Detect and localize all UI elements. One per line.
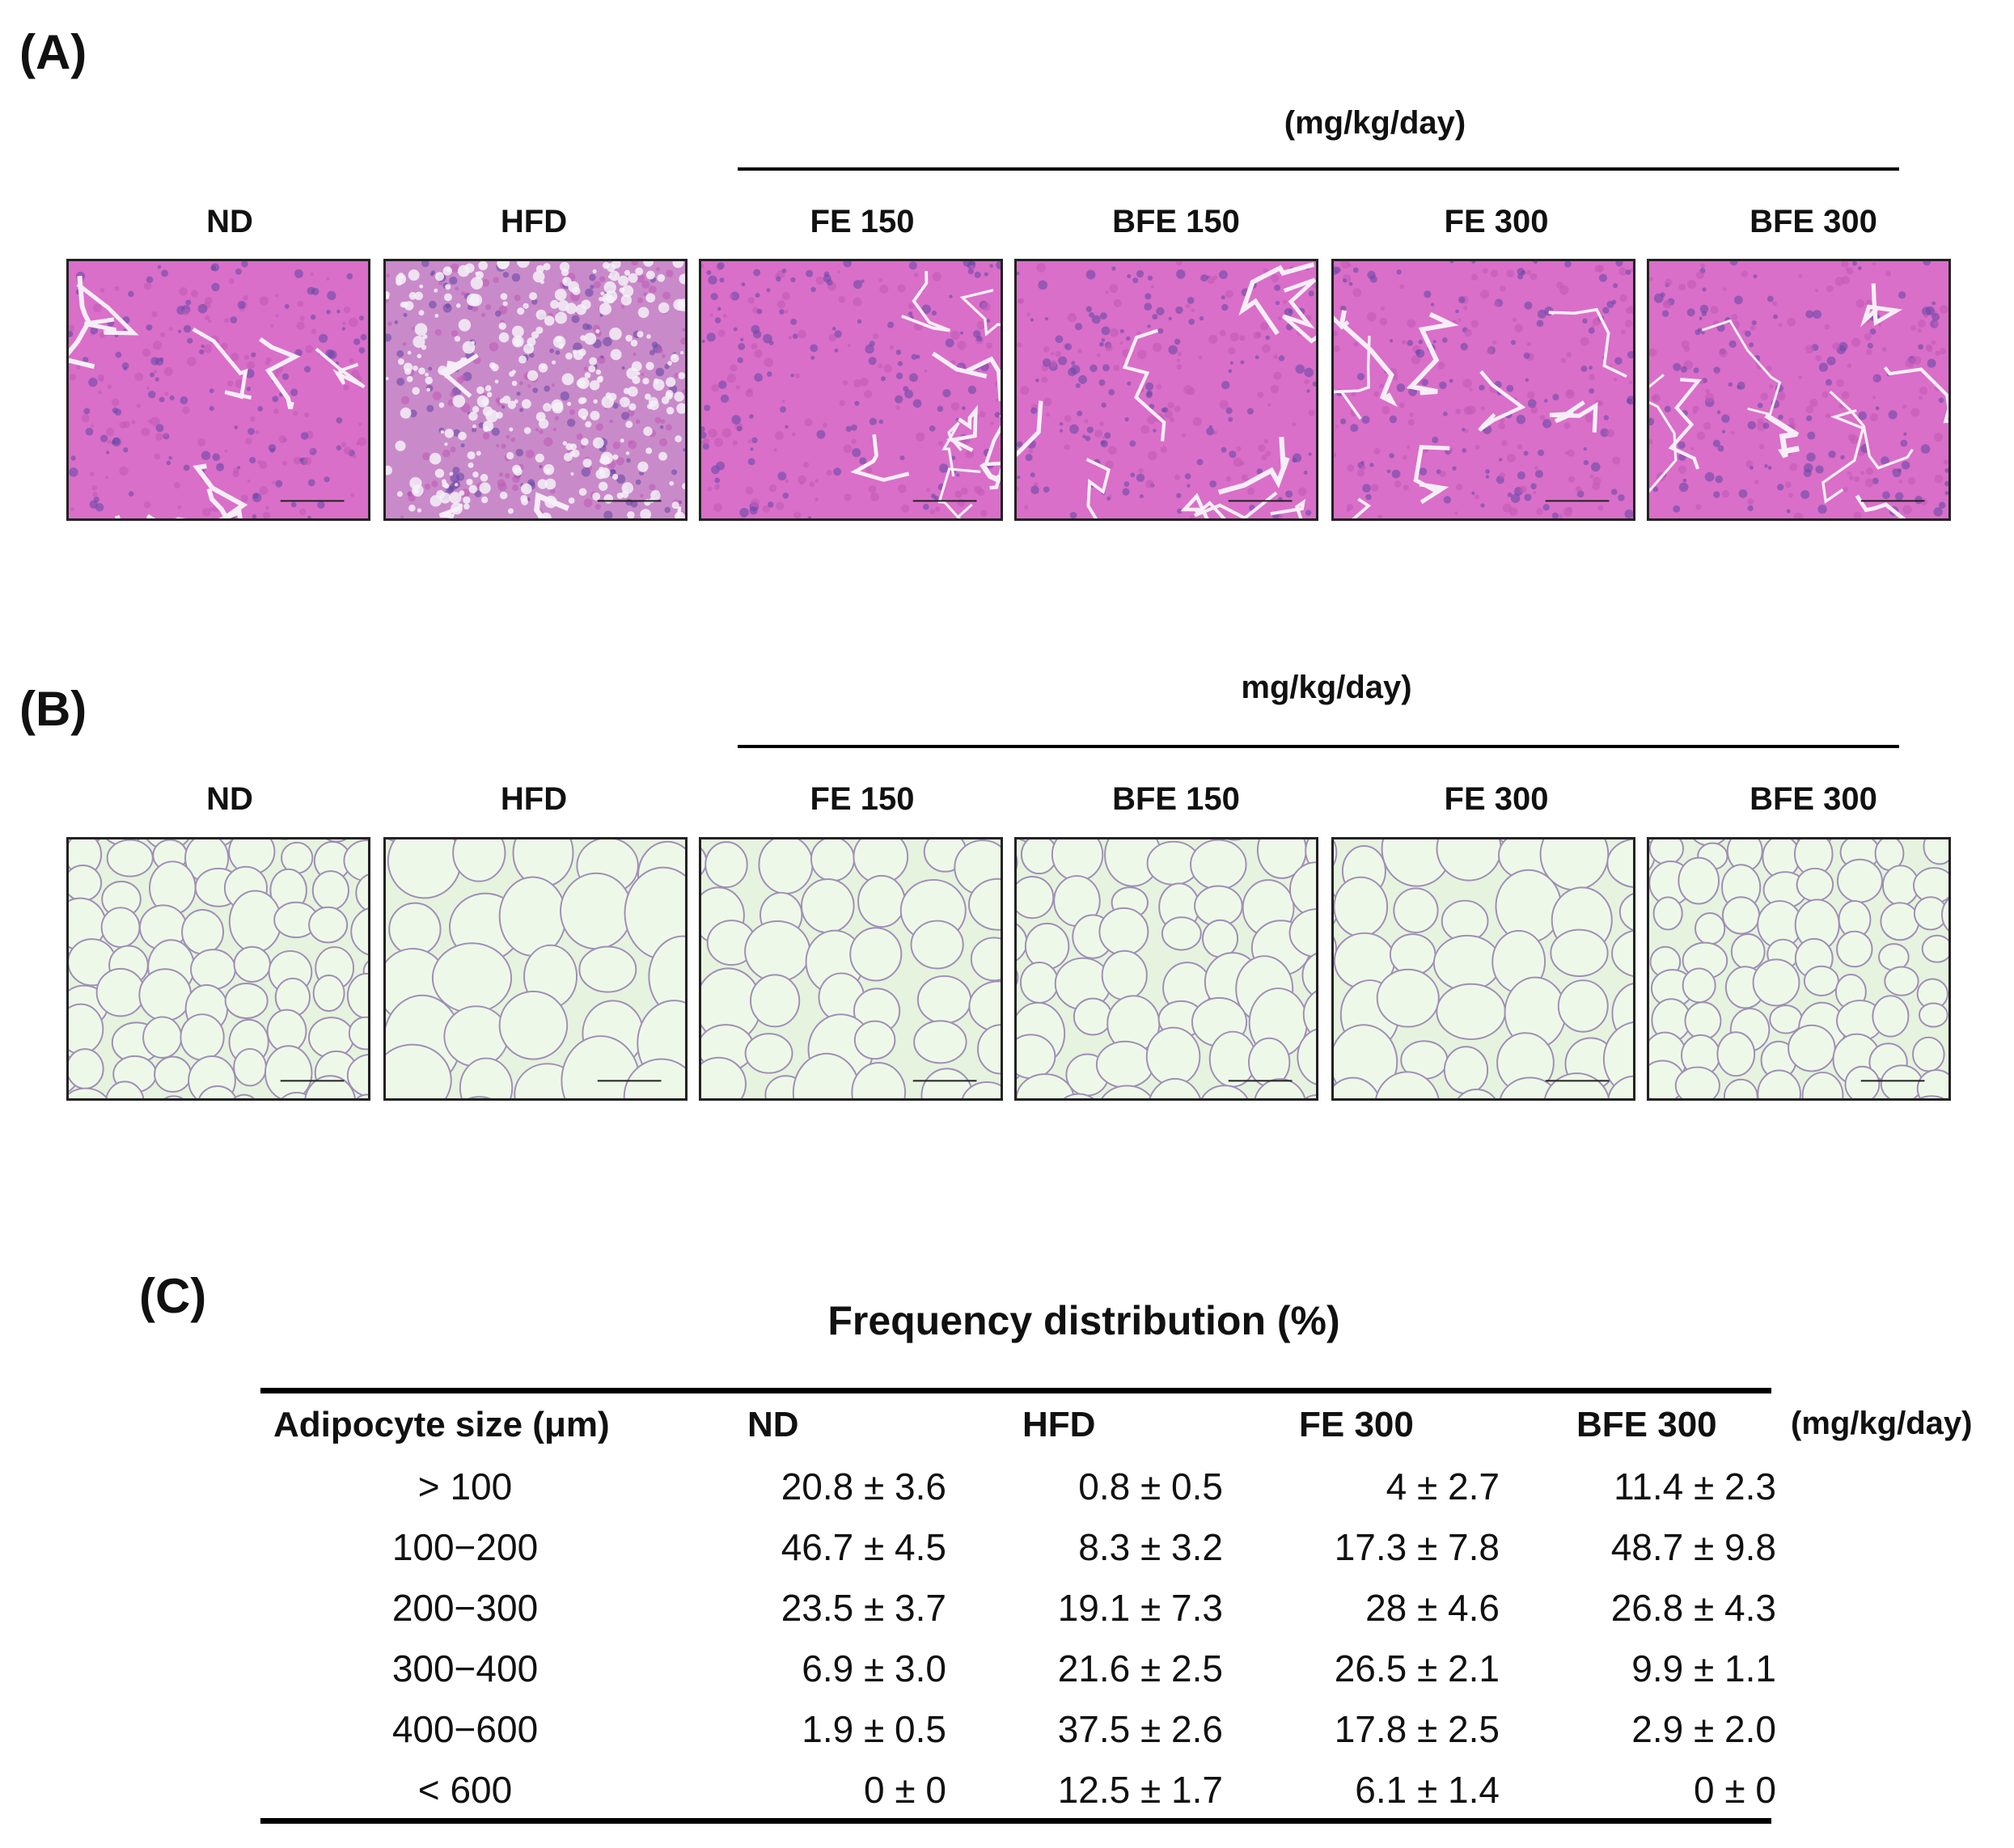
table-row: 100−200 46.7 ± 4.5 8.3 ± 3.2 17.3 ± 7.8 48.7…: [260, 1516, 1776, 1577]
frequency-value-cell: 8.3 ± 3.2: [1078, 1525, 1223, 1568]
panel-b-col-label: BFE 150: [1112, 781, 1240, 817]
header-fe300: FE 300: [1299, 1405, 1414, 1444]
panel-a-unit-label: (mg/kg/day): [1284, 105, 1466, 141]
table-top-rule: [260, 1388, 1771, 1393]
liver-histology-image: [699, 259, 1003, 521]
header-bfe300: BFE 300: [1576, 1405, 1717, 1444]
frequency-value-cell: 0 ± 0: [864, 1768, 946, 1811]
frequency-value-cell: 0.8 ± 0.5: [1078, 1465, 1223, 1508]
frequency-value-cell: 37.5 ± 2.6: [1057, 1707, 1223, 1750]
adipose-histology-image: [383, 837, 688, 1101]
header-adipocyte-size: Adipocyte size (μm): [273, 1405, 610, 1444]
liver-histology-image: [1014, 259, 1318, 521]
adipose-histology-image: [1331, 837, 1635, 1101]
adipose-histology-image: [66, 837, 370, 1101]
frequency-value-cell: 1.9 ± 0.5: [802, 1707, 946, 1750]
frequency-value-cell: 48.7 ± 9.8: [1610, 1525, 1776, 1568]
liver-histology-image: [383, 259, 688, 521]
table-row: 400−600 1.9 ± 0.5 37.5 ± 2.6 17.8 ± 2.5 2.9 …: [260, 1698, 1776, 1759]
frequency-value-cell: 17.3 ± 7.8: [1334, 1525, 1500, 1568]
adipocyte-size-cell: 100−200: [391, 1525, 539, 1568]
panel-b-col-label: FE 300: [1444, 781, 1549, 817]
frequency-value-cell: 0 ± 0: [1694, 1768, 1776, 1811]
liver-histology-image: [66, 259, 370, 521]
panel-b-unit-label: mg/kg/day): [1241, 670, 1412, 705]
table-title: Frequency distribution (%): [827, 1298, 1340, 1343]
adipocyte-size-cell: > 100: [417, 1465, 513, 1508]
panel-b-col-label: FE 150: [810, 781, 915, 817]
panel-b-col-label: BFE 300: [1750, 781, 1877, 817]
panel-a-treatment-line: [738, 167, 1899, 171]
frequency-value-cell: 46.7 ± 4.5: [781, 1525, 946, 1568]
adipose-histology-image: [1014, 837, 1318, 1101]
frequency-value-cell: 6.9 ± 3.0: [802, 1647, 946, 1689]
adipocyte-size-cell: 300−400: [391, 1647, 539, 1689]
table-bottom-rule: [260, 1818, 1771, 1824]
liver-histology-image: [1331, 259, 1635, 521]
panel-b-label: (B): [19, 682, 87, 736]
header-hfd: HFD: [1022, 1405, 1096, 1444]
frequency-value-cell: 19.1 ± 7.3: [1057, 1586, 1223, 1629]
panel-c-label: (C): [139, 1269, 207, 1323]
frequency-value-cell: 9.9 ± 1.1: [1631, 1647, 1776, 1689]
frequency-value-cell: 23.5 ± 3.7: [781, 1586, 946, 1629]
table-row: 300−400 6.9 ± 3.0 21.6 ± 2.5 26.5 ± 2.1 9.9 …: [260, 1638, 1776, 1698]
table-unit-label: (mg/kg/day): [1791, 1406, 1973, 1441]
adipose-histology-image: [1647, 837, 1951, 1101]
table-header-row: Adipocyte size (μm) ND HFD FE 300 BFE 30…: [260, 1394, 1776, 1456]
frequency-value-cell: 20.8 ± 3.6: [781, 1465, 946, 1508]
frequency-table: Adipocyte size (μm) ND HFD FE 300 BFE 30…: [260, 1394, 1776, 1820]
adipose-histology-image: [699, 837, 1003, 1101]
frequency-value-cell: 17.8 ± 2.5: [1334, 1707, 1500, 1750]
frequency-value-cell: 26.5 ± 2.1: [1334, 1647, 1500, 1689]
adipocyte-size-cell: 400−600: [391, 1707, 539, 1750]
panel-b-col-label: HFD: [500, 781, 568, 817]
frequency-value-cell: 4 ± 2.7: [1386, 1465, 1500, 1508]
frequency-value-cell: 11.4 ± 2.3: [1614, 1465, 1776, 1508]
frequency-value-cell: 26.8 ± 4.3: [1610, 1586, 1776, 1629]
panel-a-label: (A): [19, 25, 87, 79]
panel-a-col-label: FE 150: [810, 204, 915, 239]
table-row: 200−300 23.5 ± 3.7 19.1 ± 7.3 28 ± 4.6 26.8 …: [260, 1577, 1776, 1638]
panel-a-col-label: ND: [206, 204, 253, 239]
table-row: < 600 0 ± 0 12.5 ± 1.7 6.1 ± 1.4 0 ± 0: [260, 1759, 1776, 1820]
frequency-value-cell: 28 ± 4.6: [1365, 1586, 1500, 1629]
frequency-value-cell: 12.5 ± 1.7: [1057, 1768, 1223, 1811]
adipocyte-size-cell: 200−300: [391, 1586, 539, 1629]
panel-a-col-label: HFD: [500, 204, 568, 239]
panel-b-col-label: ND: [206, 781, 253, 817]
frequency-value-cell: 2.9 ± 2.0: [1631, 1707, 1776, 1750]
liver-histology-image: [1647, 259, 1951, 521]
frequency-value-cell: 21.6 ± 2.5: [1057, 1647, 1223, 1689]
panel-a-col-label: FE 300: [1444, 204, 1549, 239]
header-nd: ND: [747, 1405, 799, 1444]
panel-a-col-label: BFE 300: [1750, 204, 1877, 239]
panel-b-treatment-line: [738, 745, 1899, 748]
adipocyte-size-cell: < 600: [417, 1768, 513, 1811]
table-row: > 100 20.8 ± 3.6 0.8 ± 0.5 4 ± 2.7 11.4 ± 2.…: [260, 1456, 1776, 1516]
panel-a-col-label: BFE 150: [1112, 204, 1240, 239]
frequency-value-cell: 6.1 ± 1.4: [1355, 1768, 1500, 1811]
